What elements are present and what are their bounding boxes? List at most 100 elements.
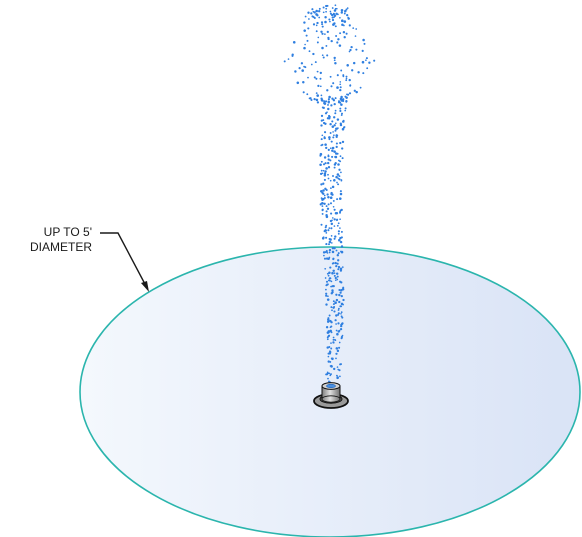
water-droplet: [337, 230, 341, 233]
water-droplet: [331, 155, 334, 158]
water-droplet: [332, 303, 335, 306]
water-droplet: [325, 188, 328, 192]
water-droplet: [339, 240, 343, 244]
water-droplet: [320, 160, 323, 163]
water-droplet: [324, 251, 327, 254]
water-droplet: [311, 8, 314, 11]
water-droplet: [325, 288, 327, 291]
water-droplet: [333, 56, 336, 60]
water-droplet: [333, 179, 336, 182]
water-droplet: [326, 30, 329, 34]
water-droplet: [337, 252, 340, 255]
water-droplet: [334, 129, 337, 132]
water-droplet: [331, 246, 335, 250]
water-droplet: [335, 314, 338, 317]
water-droplet: [342, 120, 345, 123]
water-droplet: [355, 48, 358, 51]
water-droplet: [339, 267, 343, 271]
water-droplet: [365, 57, 368, 60]
water-droplet: [316, 101, 320, 104]
water-droplet: [336, 173, 340, 176]
water-droplet: [324, 131, 327, 134]
water-droplet: [332, 82, 335, 85]
water-droplet: [344, 107, 347, 110]
water-droplet: [340, 337, 343, 340]
water-droplet: [325, 210, 328, 213]
water-droplet: [308, 18, 310, 20]
water-droplet: [332, 341, 335, 344]
water-droplet: [342, 303, 344, 306]
water-droplet: [330, 292, 334, 295]
water-droplet: [333, 22, 336, 25]
water-droplet: [340, 9, 344, 12]
water-droplet: [341, 23, 344, 26]
water-droplet: [348, 92, 352, 95]
water-droplet: [327, 114, 331, 118]
water-droplet: [342, 100, 345, 103]
water-droplet: [339, 218, 341, 221]
water-droplet: [339, 209, 342, 212]
water-droplet: [339, 236, 342, 240]
water-droplet: [323, 100, 326, 103]
water-droplet: [337, 322, 340, 325]
water-droplet: [347, 16, 349, 19]
water-droplet: [322, 6, 325, 9]
water-droplet: [328, 251, 331, 254]
water-droplet: [298, 67, 301, 70]
water-droplet: [326, 346, 329, 349]
water-droplet: [334, 155, 338, 159]
water-droplet: [335, 12, 338, 16]
water-droplet: [303, 46, 306, 50]
water-droplet: [304, 43, 306, 46]
water-droplet: [320, 114, 324, 118]
water-droplet: [321, 202, 324, 205]
water-droplet: [328, 279, 331, 282]
water-droplet: [327, 166, 331, 169]
water-droplet: [316, 21, 319, 25]
water-droplet: [312, 23, 316, 26]
water-droplet: [325, 205, 328, 208]
water-droplet: [341, 127, 345, 131]
water-droplet: [322, 236, 325, 239]
water-droplet: [339, 107, 342, 110]
water-droplet: [330, 373, 332, 376]
water-droplet: [339, 190, 342, 193]
water-droplet: [330, 222, 334, 226]
water-droplet: [326, 272, 329, 275]
water-droplet: [330, 39, 333, 43]
water-droplet: [338, 197, 342, 200]
water-droplet: [338, 44, 342, 47]
water-droplet: [310, 12, 313, 15]
water-droplet: [343, 36, 346, 39]
water-droplet: [301, 69, 304, 72]
water-droplet: [326, 320, 330, 323]
water-droplet: [331, 7, 334, 9]
water-droplet: [322, 182, 325, 185]
water-droplet: [328, 18, 331, 21]
water-droplet: [336, 278, 339, 281]
water-droplet: [329, 147, 332, 150]
water-droplet: [328, 227, 331, 229]
water-droplet: [327, 318, 330, 321]
water-droplet: [334, 122, 337, 125]
water-droplet: [324, 143, 327, 146]
water-droplet: [340, 311, 343, 314]
water-droplet: [329, 360, 332, 363]
water-droplet: [346, 7, 349, 9]
water-droplet: [329, 329, 332, 333]
water-droplet: [323, 257, 327, 260]
water-droplet: [320, 94, 323, 97]
water-droplet: [339, 363, 342, 366]
water-droplet: [326, 336, 329, 339]
water-droplet: [340, 250, 344, 254]
water-droplet: [303, 21, 306, 24]
water-droplet: [339, 291, 342, 294]
water-droplet: [361, 60, 365, 64]
water-droplet: [339, 327, 343, 331]
water-droplet: [321, 46, 324, 50]
water-droplet: [327, 295, 329, 298]
water-droplet: [315, 98, 319, 102]
water-droplet: [344, 109, 347, 112]
water-droplet: [303, 29, 306, 32]
